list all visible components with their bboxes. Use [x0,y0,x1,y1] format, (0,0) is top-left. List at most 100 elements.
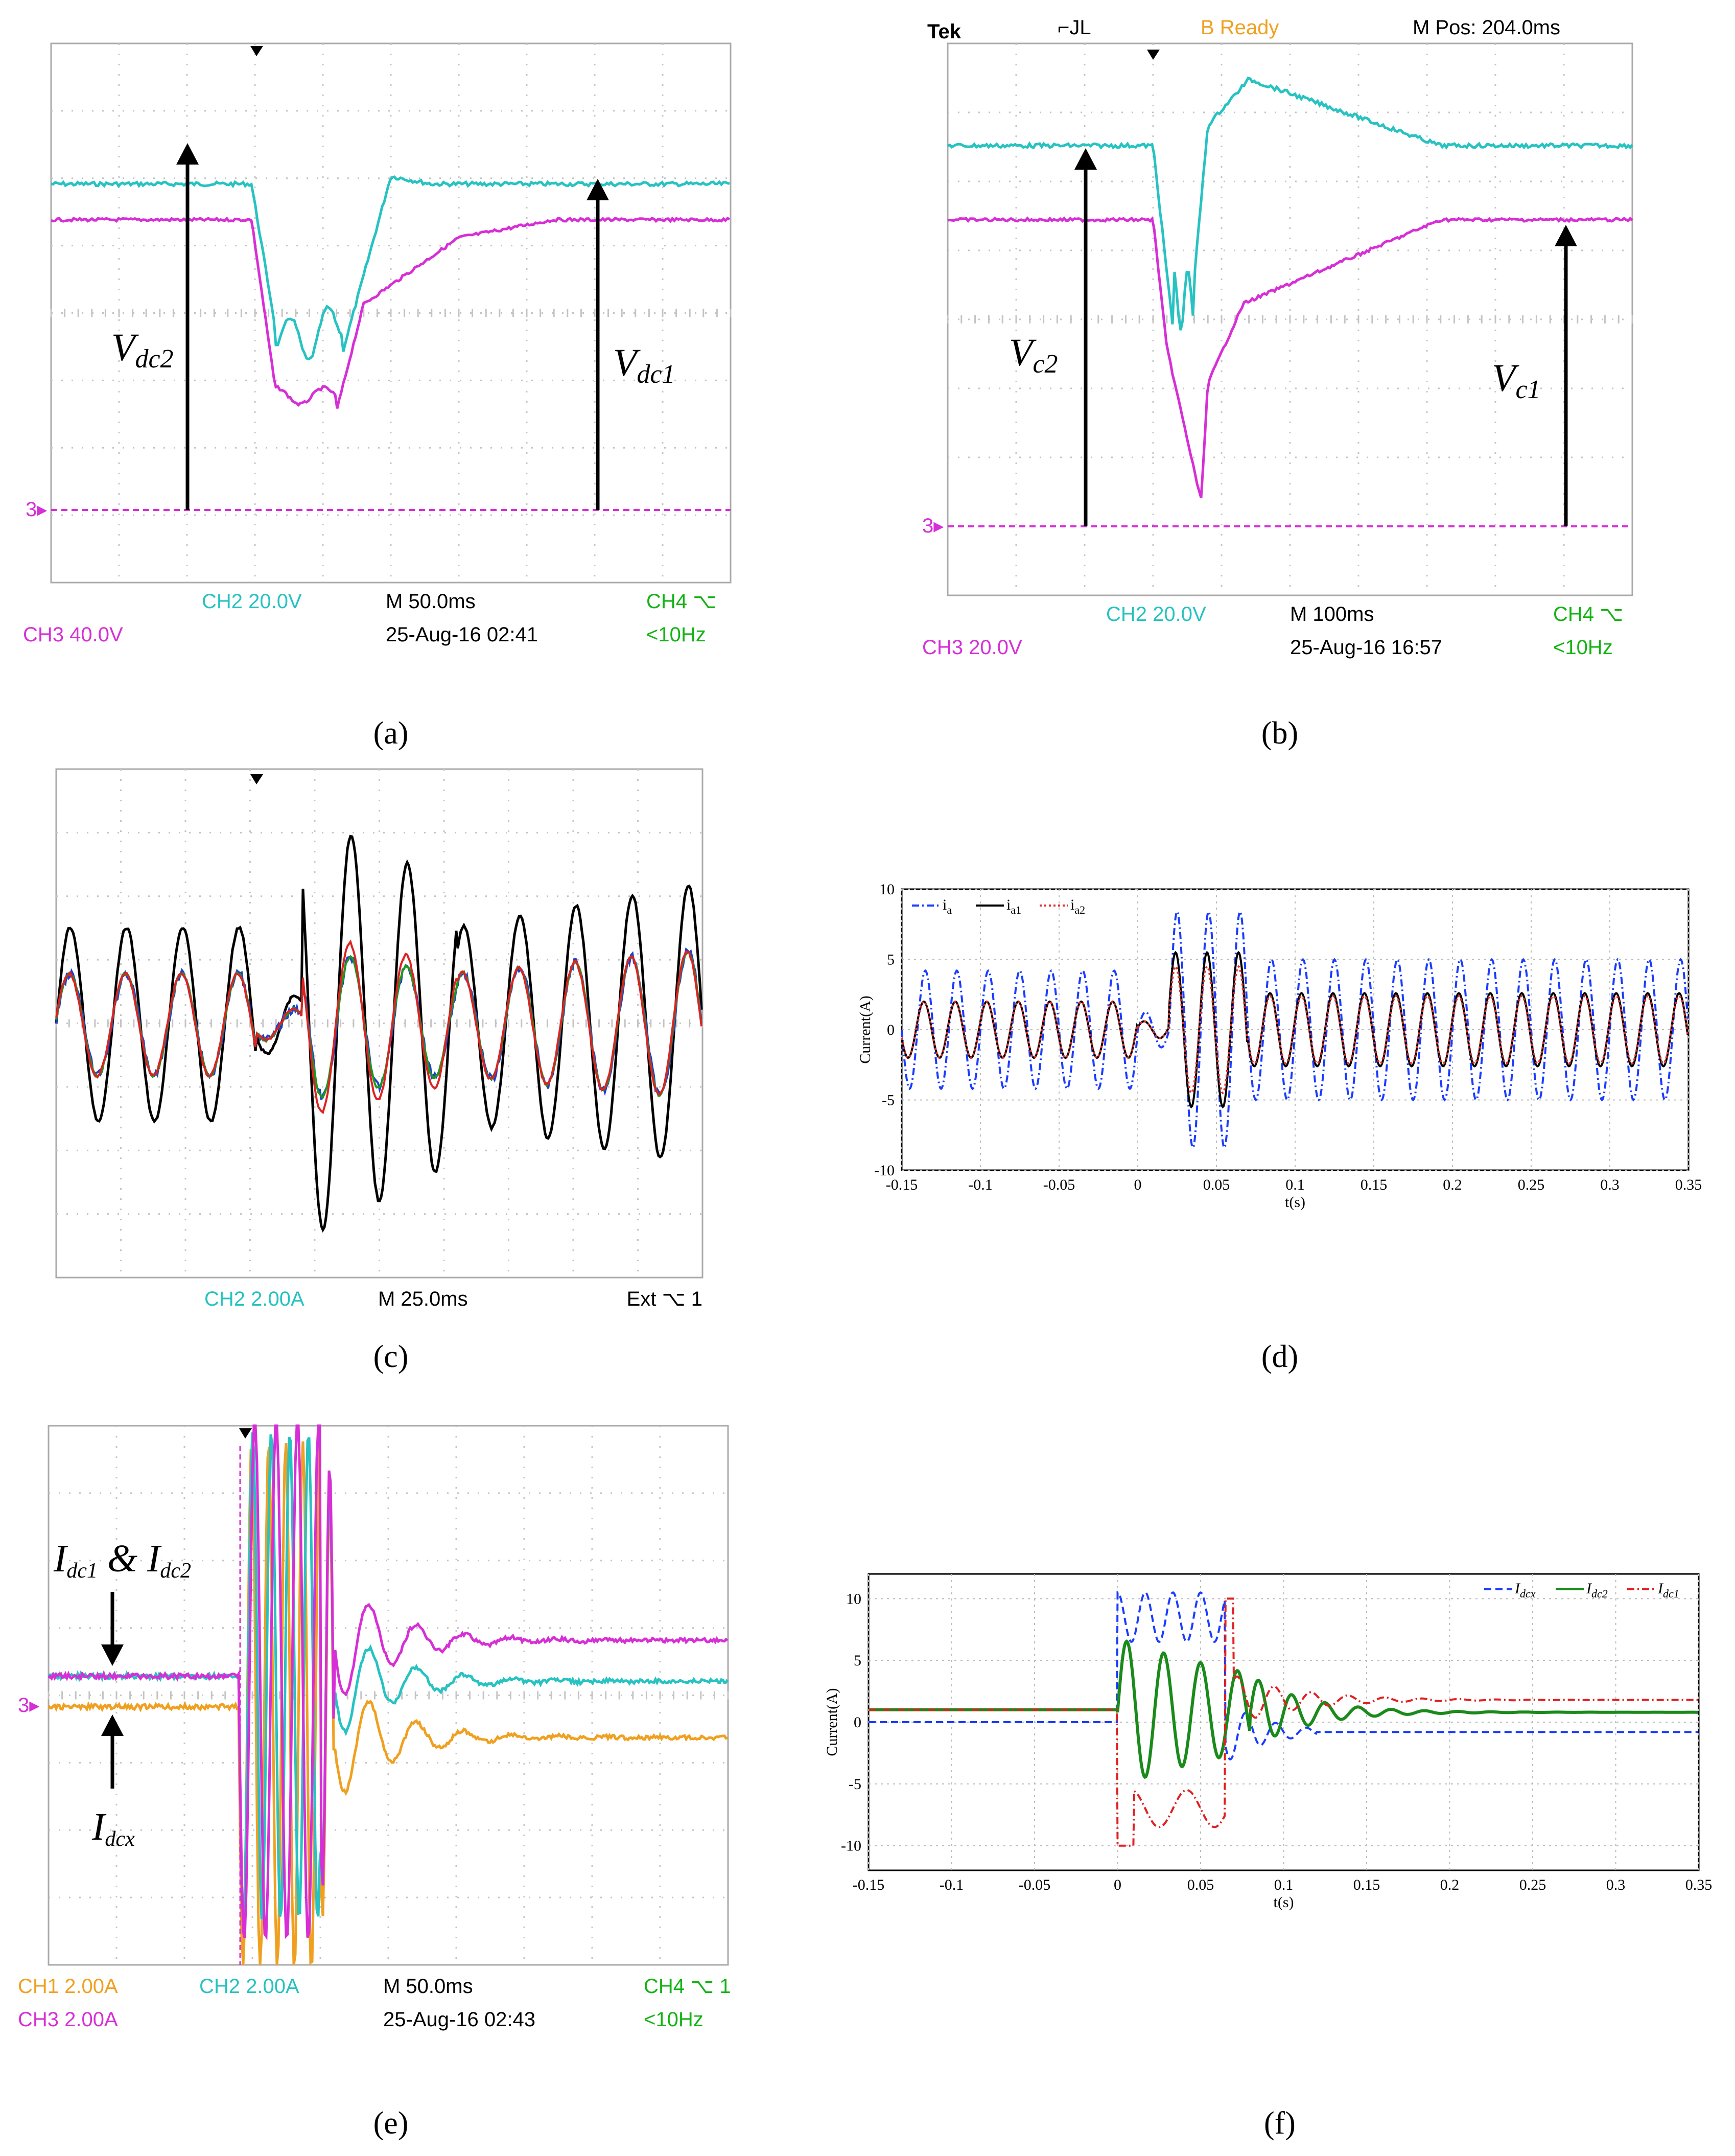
trace-vdc2 [51,175,730,361]
chart-f-axes: -0.15 -0.1 -0.05 0 0.05 0.1 0.15 0.2 0.25 0.3 0.35… [824,1573,1713,1911]
trigger-marker-c [250,774,263,784]
chart-d-xtick-label: -0.05 [1043,1176,1075,1193]
trigger-marker-e [239,1428,252,1439]
chart-f-xtick-label: 0.05 [1187,1876,1214,1893]
chart-d-legend-label: ia1 [1006,896,1021,916]
chart-d-xtick-label: 0.25 [1518,1176,1545,1193]
label-idcx: Idcx [91,1805,135,1851]
chart-f-xtick-label: -0.1 [940,1876,964,1893]
readout-freq-b: <10Hz [1553,636,1613,659]
chart-f-xlabel: t(s) [1274,1894,1294,1911]
chart-f-xtick-label: -0.15 [853,1876,885,1893]
readout-date-a: 25-Aug-16 02:41 [386,623,538,646]
chart-d-xtick-label: 0 [1134,1176,1142,1193]
trace-vdc1 [50,216,731,409]
readout-ext-c: Ext ⌥ 1 [627,1288,702,1310]
readout-ch2-e: CH2 2.00A [199,1975,299,1998]
chart-d-legend-label: ia [943,896,952,916]
readout-timebase-c: M 25.0ms [378,1288,468,1310]
label-vdc1: Vdc1 [613,341,675,389]
chart-f-xtick-label: 0.25 [1519,1876,1546,1893]
readout-ch4-e: CH4 ⌥ 1 [644,1975,731,1998]
panel-e-graticule [48,1425,729,1966]
chart-d-ytick-label: 0 [887,1022,895,1038]
chart-f-ytick-label: 5 [854,1652,861,1669]
readout-ch2-c: CH2 2.00A [204,1288,304,1310]
scope-brand-b: Tek [927,20,962,43]
caption-c: (c) [373,1339,409,1374]
chart-f-xtick-label: -0.05 [1019,1876,1051,1893]
chart-d-ytick-label: -10 [874,1162,895,1179]
chart-f-ytick-label: 10 [846,1590,861,1607]
chart-f-legend-label: Idc1 [1657,1580,1679,1600]
trigger-marker-a [250,46,263,56]
trigger-icon-b: ⌐JL [1058,16,1091,39]
readout-timebase-e: M 50.0ms [383,1975,473,1998]
chart-d-xtick-label: 0.05 [1203,1176,1230,1193]
trace-idcx [48,1441,728,1965]
trace-vc2 [947,77,1633,331]
chart-d-xtick-label: -0.1 [968,1176,993,1193]
chart-f-xtick-label: 0.15 [1353,1876,1380,1893]
chart-f-series-dc1 [869,1597,1698,1847]
chart-d-xlabel: t(s) [1285,1194,1305,1211]
readout-ch2-a: CH2 20.0V [202,590,302,613]
chart-d-xtick-label: -0.15 [886,1176,918,1193]
arrow-idc1-idc2-head [101,1644,124,1666]
panel-a-graticule [50,42,732,584]
chart-f-legend-label: Idc2 [1586,1580,1608,1600]
caption-b: (b) [1261,716,1298,751]
channel-3-marker-a: 3▸ [26,498,47,521]
trace-idc1 [48,1424,729,1940]
chart-d-ytick-label: 5 [887,952,895,968]
readout-ch4-a: CH4 ⌥ [646,590,716,613]
chart-d-ylabel: Current(A) [857,995,874,1063]
chart-f-ytick-label: 0 [854,1714,861,1731]
chart-d-legend-label: ia2 [1070,896,1085,916]
chart-d-series-a [901,909,1689,1150]
arrow-idcx-head [101,1714,124,1736]
readout-timebase-b: M 100ms [1290,603,1374,625]
readout-date-e: 25-Aug-16 02:43 [383,2008,535,2031]
caption-f: (f) [1264,2106,1296,2141]
chart-d-ytick-label: 10 [879,881,895,898]
channel-3-marker-b: 3▸ [922,515,944,537]
chart-f-ytick-label: -5 [849,1776,861,1793]
arrow-vdc1-head [587,179,609,200]
trigger-marker-b [1147,50,1160,60]
chart-f-xtick-label: 0 [1114,1876,1121,1893]
chart-d-xtick-label: 0.2 [1443,1176,1462,1193]
label-vc2: Vc2 [1009,331,1058,379]
channel-3-marker-e: 3▸ [18,1694,39,1717]
readout-ch4-b: CH4 ⌥ [1553,603,1623,625]
readout-timebase-a: M 50.0ms [386,590,476,613]
readout-freq-a: <10Hz [646,623,706,646]
arrow-vc1-head [1555,225,1577,246]
chart-d-xtick-label: 0.15 [1361,1176,1388,1193]
chart-f-xtick-label: 0.3 [1606,1876,1626,1893]
readout-ch1-e: CH1 2.00A [18,1975,118,1998]
status-ready-b: B Ready [1201,16,1279,39]
readout-mpos-b: M Pos: 204.0ms [1413,16,1560,39]
chart-d-xtick-label: 0.3 [1600,1176,1620,1193]
caption-d: (d) [1261,1339,1298,1374]
readout-ch3-e: CH3 2.00A [18,2008,118,2031]
readout-freq-e: <10Hz [644,2008,704,2031]
chart-f-xtick-label: 0.1 [1274,1876,1294,1893]
panel-b-graticule [947,42,1633,596]
readout-date-b: 25-Aug-16 16:57 [1290,636,1442,659]
chart-f-ytick-label: -10 [841,1838,861,1854]
label-vc1: Vc1 [1492,357,1541,404]
chart-f-series-dcx [869,1591,1698,1760]
caption-a: (a) [373,716,409,751]
chart-d-ytick-label: -5 [882,1092,895,1109]
label-vdc2: Vdc2 [111,326,174,374]
chart-d-xtick-label: 0.1 [1285,1176,1305,1193]
label-idc1-idc2: Idc1 & Idc2 [53,1537,191,1583]
panel-c-graticule [55,768,704,1279]
chart-f-xtick-label: 0.35 [1685,1876,1713,1893]
trace-vc1 [947,216,1633,498]
arrow-vdc2-head [176,143,199,165]
chart-f-legend-label: Idcx [1514,1580,1536,1600]
